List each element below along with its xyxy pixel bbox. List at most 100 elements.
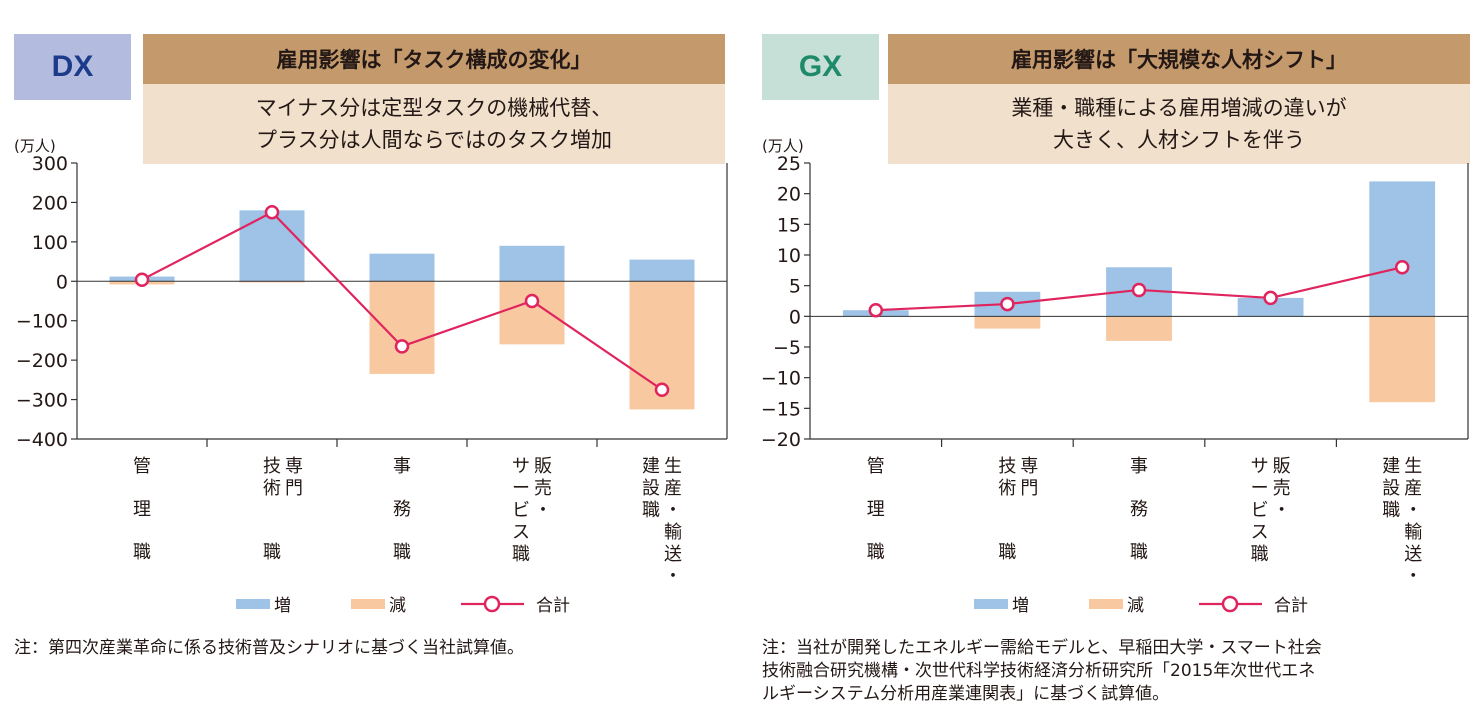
gx-total-marker [1263,290,1278,306]
dx-bar-decrease [499,281,565,345]
gx-unit-label: (万人) [762,137,804,155]
gx-ytick-label: 0 [789,306,801,328]
gx-category-label: 職 [1130,542,1148,563]
dx-category-label: サ [512,456,530,477]
dx-category-label: 職 [642,500,660,521]
dx-headline: 雇用影響は「タスク構成の変化」 [143,34,725,84]
gx-subline-line-2: 大きく、人材シフトを伴う [1053,128,1305,152]
gx-category-label: ビ [1251,500,1269,521]
dx-ytick-label: −200 [16,350,68,372]
dx-category-label: ビ [512,500,530,521]
gx-category-label: 事 [1130,456,1148,477]
gx-ytick-label: 5 [789,276,801,298]
dx-legend-total-marker [483,595,501,613]
dx-subline-line-1: マイナス分は定型タスクの機械代替、 [255,96,613,120]
dx-legend-increase-swatch [236,599,270,609]
dx-legend-decrease-label: 減 [389,596,406,616]
dx-ytick-label: −100 [16,311,68,333]
gx-ytick-label: 10 [777,245,801,267]
gx-legend-total-marker [1221,595,1239,613]
dx-category-label: ・ [664,500,682,521]
dx-category-label: 職 [133,542,151,563]
gx-category-label: 職 [867,542,885,563]
dx-category-label: 職 [263,542,281,563]
gx-subline-line-1: 業種・職種による雇用増減の違いが [1011,96,1347,120]
gx-total-marker [1131,282,1147,298]
gx-legend-total-label: 合計 [1274,596,1308,616]
dx-category-label: 専 [285,456,303,477]
gx-category-label: 専 [1020,456,1038,477]
gx-category-label: 建 [1382,456,1400,477]
dx-total-marker [524,293,540,309]
dx-subline: マイナス分は定型タスクの機械代替、 プラス分は人間ならではのタスク増加 [143,84,725,164]
gx-panel: GX 雇用影響は「大規模な人材シフト」 業種・職種による雇用増減の違いが 大きく… [742,0,1484,724]
dx-category-label: 技 [263,456,281,477]
gx-bar-decrease [974,316,1041,329]
dx-bar-increase [369,253,435,282]
gx-bar-increase [1237,297,1304,317]
gx-total-marker [868,302,884,318]
gx-tag: GX [762,34,879,100]
dx-category-label: 管 [133,456,151,477]
dx-category-label: 産 [664,478,682,499]
gx-ytick-label: −5 [773,337,801,359]
dx-chart: (万人)3002001000−100−200−300−400管理職専門技術職事務… [14,137,728,616]
dx-category-label: 職 [393,542,411,563]
gx-category-label: ・ [1404,500,1422,521]
gx-category-label: 職 [1382,500,1400,521]
gx-ytick-label: −20 [761,429,801,451]
gx-bar-decrease [1369,316,1436,403]
dx-legend-total-label: 合計 [536,596,570,616]
dx-category-label: ・ [664,566,682,587]
dx-legend-increase-label: 増 [274,596,291,616]
dx-ytick-label: 200 [32,192,68,214]
dx-total-marker [654,382,670,397]
dx-category-label: 建 [642,456,660,477]
dx-ytick-label: −400 [16,429,68,451]
gx-category-label: ー [1251,478,1269,499]
gx-category-label: 産 [1404,478,1422,499]
gx-ytick-label: 15 [777,214,801,236]
gx-bar-decrease [1106,316,1172,341]
dx-category-label: 門 [285,478,303,499]
dx-bar-decrease [369,281,435,374]
gx-category-label: 販 [1273,456,1291,477]
dx-category-label: 術 [263,478,281,499]
gx-category-label: 術 [998,478,1016,499]
dx-total-marker [394,339,410,354]
dx-category-label: ス [512,522,530,543]
dx-note: 注：第四次産業革命に係る技術普及シナリオに基づく当社試算値。 [14,637,734,660]
dx-total-marker [134,272,150,287]
dx-total-marker [264,205,280,220]
gx-category-label: 設 [1382,478,1400,499]
gx-category-label: サ [1251,456,1269,477]
dx-ytick-label: 300 [32,153,68,175]
gx-category-label: 技 [998,456,1016,477]
gx-legend-increase-swatch [974,599,1008,609]
gx-ytick-label: 20 [777,184,801,206]
dx-unit-label: (万人) [14,137,56,155]
dx-bar-increase [499,245,565,282]
dx-category-label: 設 [642,478,660,499]
dx-bar-increase [239,210,305,282]
gx-category-label: ・ [1273,500,1291,521]
gx-note-line-3: ルギーシステム分析用産業連関表」に基づく試算値。 [762,684,1170,704]
dx-category-label: 売 [534,478,552,499]
dx-ytick-label: 0 [56,271,68,293]
dx-panel: DX 雇用影響は「タスク構成の変化」 マイナス分は定型タスクの機械代替、 プラス… [14,34,734,660]
dx-category-label: 理 [133,499,151,520]
gx-category-label: ス [1251,522,1269,543]
gx-ytick-label: −10 [761,368,801,390]
gx-category-label: 理 [867,499,885,520]
gx-category-label: 売 [1273,478,1291,499]
dx-category-label: 職 [512,544,530,565]
gx-chart: (万人)2520151050−5−10−15−20管理職専門技術職事務職販売・サ… [761,137,1469,616]
dx-category-label: 輸 [664,522,682,543]
gx-ytick-label: −15 [761,398,801,420]
dx-ytick-label: 100 [32,232,68,254]
gx-note-line-1: 注：当社が開発したエネルギー需給モデルと、早稲田大学・スマート社会 [762,638,1322,658]
gx-total-marker [1394,260,1410,275]
gx-category-label: 門 [1020,478,1038,499]
dx-subline-line-2: プラス分は人間ならではのタスク増加 [256,128,612,152]
gx-legend-decrease-label: 減 [1127,596,1144,616]
